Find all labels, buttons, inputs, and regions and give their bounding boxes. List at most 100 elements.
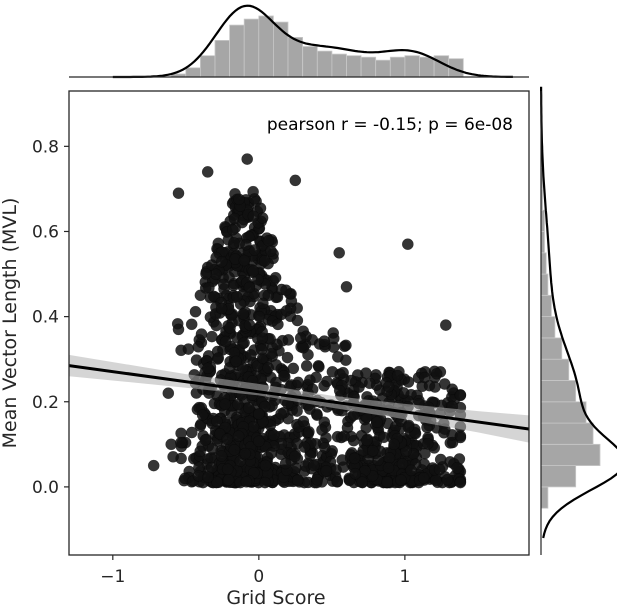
scatter-point [252, 435, 265, 448]
scatter-point [230, 355, 242, 368]
scatter-point [262, 362, 275, 374]
scatter-point [318, 335, 331, 347]
scatter-point [280, 305, 293, 317]
scatter-point [247, 210, 260, 223]
scatter-point [280, 284, 292, 297]
scatter-point [259, 476, 271, 489]
scatter-point [194, 289, 207, 302]
scatter-point [356, 476, 369, 489]
scatter-point [320, 465, 333, 477]
scatter-point [255, 343, 268, 356]
scatter-point [336, 454, 349, 466]
scatter-point [326, 365, 339, 378]
scatter-point [451, 461, 463, 474]
right-hist-bar [540, 465, 577, 488]
y-tick-label: 0.8 [32, 137, 59, 157]
top-hist-bar [258, 15, 274, 78]
scatter-point [303, 403, 316, 415]
scatter-point [252, 408, 265, 420]
scatter-point [212, 352, 225, 364]
y-axis-ticks: 0.0 0.2 0.4 0.6 0.8 [32, 137, 69, 498]
scatter-point [240, 238, 252, 251]
y-tick-label: 0.0 [32, 478, 59, 498]
top-marginal [69, 4, 529, 79]
scatter-point [201, 166, 214, 178]
right-hist-bar [540, 294, 552, 317]
x-axis-ticks: −1 0 1 [100, 555, 410, 587]
scatter-point [272, 318, 284, 331]
scatter-point [242, 402, 255, 414]
scatter-point [265, 245, 277, 257]
scatter-point [224, 322, 236, 334]
scatter-point [267, 429, 280, 441]
scatter-point [172, 187, 185, 199]
top-hist-bar [360, 56, 377, 78]
scatter-point [189, 305, 202, 318]
scatter-point [172, 323, 185, 336]
scatter-point [313, 361, 325, 373]
scatter-point [383, 452, 396, 464]
scatter-point [240, 475, 253, 488]
scatter-point [247, 185, 259, 198]
scatter-point [304, 449, 317, 462]
scatter-point [382, 380, 395, 393]
scatter-point [330, 464, 342, 476]
top-hist-bar [404, 55, 420, 78]
scatter-point [256, 332, 269, 344]
scatter-point [232, 430, 245, 442]
scatter-point [433, 463, 446, 476]
scatter-point [417, 472, 430, 484]
scatter-point [233, 193, 245, 206]
scatter-point [162, 387, 175, 400]
scatter-point [210, 319, 223, 332]
y-tick-label: 0.6 [32, 222, 59, 242]
right-hist-bar [540, 443, 601, 466]
scatter-point [228, 444, 241, 456]
scatter-point [185, 426, 198, 439]
top-hist-bar [375, 59, 391, 78]
scatter-points [147, 153, 467, 489]
scatter-point [238, 337, 250, 349]
scatter-point [331, 351, 344, 363]
right-hist-bar [540, 380, 577, 403]
scatter-point [195, 328, 208, 340]
scatter-point [430, 367, 443, 380]
top-hist-bar [185, 67, 201, 78]
scatter-point [217, 278, 230, 291]
scatter-point [402, 421, 415, 433]
right-hist-bar [540, 316, 556, 339]
scatter-point [331, 475, 344, 488]
top-hist-bar [389, 56, 406, 78]
right-hist-bar [540, 422, 594, 445]
scatter-point [318, 379, 330, 392]
x-axis-label: Grid Score [226, 587, 325, 609]
scatter-point [348, 452, 361, 465]
scatter-point [259, 459, 272, 472]
scatter-point [300, 360, 313, 372]
scatter-point [347, 434, 360, 447]
scatter-point [340, 339, 352, 352]
scatter-point [247, 265, 260, 278]
top-hist-bar [419, 56, 435, 78]
scatter-point [353, 381, 365, 394]
scatter-point [292, 376, 305, 389]
scatter-point [402, 376, 415, 388]
scatter-point [211, 415, 223, 428]
scatter-point [291, 314, 304, 327]
scatter-point [337, 366, 349, 379]
scatter-point [360, 367, 372, 379]
scatter-point [196, 409, 209, 421]
scatter-point [278, 369, 290, 382]
scatter-point [307, 459, 320, 472]
scatter-point [291, 405, 303, 417]
scatter-point [281, 351, 294, 364]
scatter-point [333, 246, 346, 259]
scatter-point [238, 254, 251, 267]
scatter-point [382, 461, 395, 474]
scatter-point [419, 447, 431, 460]
scatter-point [391, 369, 404, 382]
scatter-point [371, 416, 383, 429]
right-marginal [540, 86, 617, 555]
scatter-point [340, 280, 353, 293]
